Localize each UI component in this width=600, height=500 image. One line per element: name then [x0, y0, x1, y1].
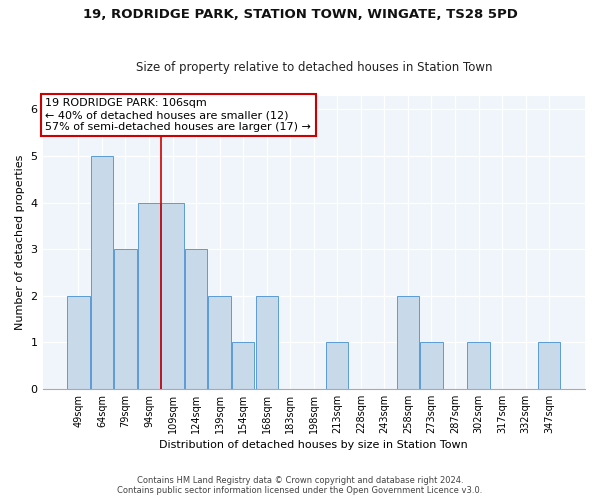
Bar — [467, 342, 490, 389]
X-axis label: Distribution of detached houses by size in Station Town: Distribution of detached houses by size … — [160, 440, 468, 450]
Bar — [256, 296, 278, 389]
Bar — [138, 202, 160, 389]
Text: 19 RODRIDGE PARK: 106sqm
← 40% of detached houses are smaller (12)
57% of semi-d: 19 RODRIDGE PARK: 106sqm ← 40% of detach… — [45, 98, 311, 132]
Title: Size of property relative to detached houses in Station Town: Size of property relative to detached ho… — [136, 60, 492, 74]
Bar — [538, 342, 560, 389]
Text: 19, RODRIDGE PARK, STATION TOWN, WINGATE, TS28 5PD: 19, RODRIDGE PARK, STATION TOWN, WINGATE… — [83, 8, 517, 20]
Bar — [420, 342, 443, 389]
Bar — [185, 249, 207, 389]
Bar — [326, 342, 349, 389]
Y-axis label: Number of detached properties: Number of detached properties — [15, 154, 25, 330]
Bar — [114, 249, 137, 389]
Bar — [397, 296, 419, 389]
Text: Contains HM Land Registry data © Crown copyright and database right 2024.
Contai: Contains HM Land Registry data © Crown c… — [118, 476, 482, 495]
Bar — [208, 296, 231, 389]
Bar — [91, 156, 113, 389]
Bar — [67, 296, 89, 389]
Bar — [232, 342, 254, 389]
Bar — [161, 202, 184, 389]
